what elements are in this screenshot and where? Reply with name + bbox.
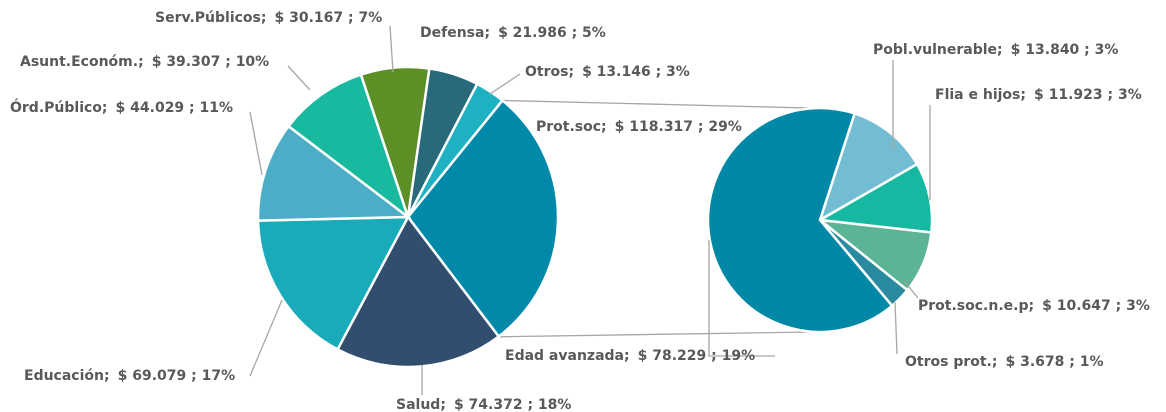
label-separator: ; <box>104 368 110 384</box>
label-separator: ; <box>568 64 574 80</box>
pie-slice <box>406 82 505 218</box>
label-category: Asunt.Económ. <box>20 54 138 70</box>
label-category: Órd.Público <box>10 98 102 116</box>
label-value: $ 118.317 ; 29% <box>615 119 742 135</box>
data-label: Asunt.Económ.; $ 39.307 ; 10% <box>20 54 269 70</box>
label-separator: ; <box>997 42 1003 58</box>
data-label: Otros prot.; $ 3.678 ; 1% <box>905 354 1104 370</box>
label-value: $ 44.029 ; 11% <box>116 100 234 116</box>
label-value: $ 3.678 ; 1% <box>1006 354 1104 370</box>
label-value: $ 78.229 ; 19% <box>638 348 756 364</box>
label-category: Otros <box>525 64 568 80</box>
label-separator: ; <box>1020 87 1026 103</box>
leader-line <box>389 25 394 73</box>
label-value: $ 11.923 ; 3% <box>1034 87 1142 103</box>
data-label: Flia e hijos; $ 11.923 ; 3% <box>935 87 1142 103</box>
label-separator: ; <box>261 10 267 26</box>
label-category: Otros prot. <box>905 354 992 370</box>
label-value: $ 69.079 ; 17% <box>118 368 236 384</box>
label-separator: ; <box>624 348 630 364</box>
pie-slice <box>256 124 412 222</box>
pie-slice <box>335 214 501 369</box>
label-separator: ; <box>1028 298 1034 314</box>
leader-line <box>904 281 919 299</box>
leader-line <box>249 299 283 377</box>
label-category: Educación <box>24 368 104 384</box>
label-value: $ 21.986 ; 5% <box>498 25 606 41</box>
label-value: $ 13.840 ; 3% <box>1011 42 1119 58</box>
label-value: $ 10.647 ; 3% <box>1042 298 1150 314</box>
pie-slice <box>706 106 894 334</box>
label-category: Serv.Públicos <box>155 10 261 26</box>
data-label: Educación; $ 69.079 ; 17% <box>24 368 235 384</box>
label-separator: ; <box>138 54 144 70</box>
pie-slice <box>406 98 560 339</box>
label-value: $ 39.307 ; 10% <box>152 54 270 70</box>
label-separator: ; <box>440 397 446 412</box>
leader-line <box>894 301 898 355</box>
label-separator: ; <box>484 25 490 41</box>
data-label: Órd.Público; $ 44.029 ; 11% <box>10 98 233 116</box>
data-label: Prot.soc.n.e.p; $ 10.647 ; 3% <box>918 298 1150 314</box>
data-label: Pobl.vulnerable; $ 13.840 ; 3% <box>873 42 1118 58</box>
label-category: Prot.soc <box>536 119 601 135</box>
data-label: Edad avanzada; $ 78.229 ; 19% <box>505 348 755 364</box>
label-category: Edad avanzada <box>505 348 624 364</box>
label-category: Salud <box>396 397 440 412</box>
connector-line <box>498 331 813 338</box>
label-value: $ 30.167 ; 7% <box>275 10 383 26</box>
data-label: Defensa; $ 21.986 ; 5% <box>420 25 606 41</box>
data-label: Salud; $ 74.372 ; 18% <box>396 397 571 412</box>
label-value: $ 74.372 ; 18% <box>454 397 572 412</box>
label-category: Flia e hijos <box>935 87 1020 103</box>
label-separator: ; <box>102 100 108 116</box>
label-value: $ 13.146 ; 3% <box>582 64 690 80</box>
leader-line <box>287 65 311 91</box>
label-separator: ; <box>601 119 607 135</box>
label-category: Pobl.vulnerable <box>873 42 997 58</box>
pie-slice <box>286 72 411 221</box>
leader-line <box>249 111 263 176</box>
pie-slice <box>256 215 411 352</box>
leader-line <box>708 240 775 357</box>
data-label: Serv.Públicos; $ 30.167 ; 7% <box>155 10 382 26</box>
label-category: Prot.soc.n.e.p <box>918 298 1028 314</box>
label-category: Defensa <box>420 25 484 41</box>
leader-line <box>489 73 521 95</box>
data-label: Otros; $ 13.146 ; 3% <box>525 64 690 80</box>
connector-line <box>502 99 811 109</box>
label-separator: ; <box>992 354 998 370</box>
data-label: Prot.soc; $ 118.317 ; 29% <box>536 119 742 135</box>
